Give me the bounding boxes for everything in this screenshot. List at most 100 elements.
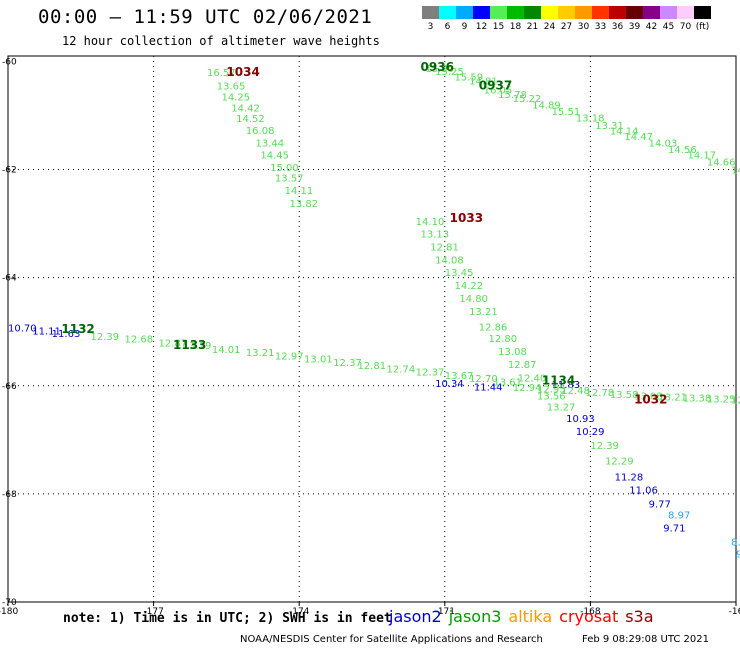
colorbar-label: 15	[492, 22, 505, 32]
swh-value: 13.01	[304, 355, 333, 366]
colorbar-swatch	[473, 6, 490, 19]
swh-value: 14.03	[649, 138, 678, 149]
swh-value: 10.93	[566, 414, 595, 425]
lat-tick-label: -70	[2, 598, 17, 608]
hour-label: 0936	[421, 60, 454, 74]
swh-value: 16.05	[484, 86, 513, 97]
map-title: 00:00 – 11:59 UTC 02/06/2021	[38, 6, 373, 28]
swh-value: 12.80	[488, 334, 517, 345]
colorbar-swatch	[643, 6, 660, 19]
colorbar-label: 39	[628, 22, 641, 32]
swh-value: 8.74	[731, 537, 740, 548]
colorbar-label: 21	[526, 22, 539, 32]
swh-value: 13.21	[469, 307, 498, 318]
swh-value: 12.94	[513, 383, 542, 394]
hour-label: 1134	[542, 373, 575, 387]
swh-value: 12.81	[430, 242, 459, 253]
swh-value: 15.22	[513, 94, 542, 105]
swh-value: 8.97	[668, 510, 690, 521]
lat-tick-label: -62	[2, 166, 17, 176]
swh-value: 14.11	[285, 186, 314, 197]
swh-value: 14.25	[222, 93, 251, 104]
swh-value: 12.86	[479, 322, 508, 333]
colorbar-label: 33	[594, 22, 607, 32]
colorbar-label: 3	[427, 22, 434, 32]
swh-value: 12.37	[333, 358, 362, 369]
swh-value: 14.14	[610, 127, 639, 138]
hour-label: 1033	[450, 211, 483, 225]
colorbar-swatch	[507, 6, 524, 19]
swh-value: 13.82	[289, 199, 318, 210]
lon-tick-label: -174	[289, 607, 310, 617]
swh-value: 13.08	[498, 347, 527, 358]
colorbar-swatch	[456, 6, 473, 19]
swh-value: 12.37	[416, 368, 445, 379]
colorbar-swatch	[677, 6, 694, 19]
colorbar-label: 6	[444, 22, 451, 32]
swh-value: 13.21	[246, 348, 275, 359]
lon-tick-label: -168	[580, 607, 601, 617]
swh-value: 14.80	[459, 294, 488, 305]
swh-value: 13.65	[217, 82, 246, 93]
swh-value: 11.28	[615, 473, 644, 484]
swh-value: 11.06	[629, 486, 658, 497]
colorbar-label: 45	[662, 22, 675, 32]
swh-value: 13.21	[658, 393, 687, 404]
swh-value: 12.30	[731, 395, 740, 406]
swh-value: 15.00	[270, 163, 299, 174]
swh-value: 13.38	[683, 394, 712, 405]
swh-value: 9	[736, 549, 740, 560]
swh-value: 12.48	[561, 386, 590, 397]
swh-value: 12.81	[357, 361, 386, 372]
swh-value: 14.47	[624, 132, 653, 143]
swh-value: 12.39	[91, 332, 120, 343]
colorbar-swatch	[524, 6, 541, 19]
map-frame	[7, 55, 737, 603]
swh-value: 13.13	[421, 229, 450, 240]
swh-value: 13.19	[183, 341, 212, 352]
swh-value: 14.56	[668, 145, 697, 156]
colorbar-label: 30	[577, 22, 590, 32]
colorbar-swatch	[422, 6, 439, 19]
colorbar-label: 70	[679, 22, 692, 32]
colorbar-label: 42	[645, 22, 658, 32]
colorbar-label: 27	[560, 22, 573, 32]
legend-cryosat: cryosat	[559, 607, 619, 626]
swh-value: 14.89	[532, 101, 561, 112]
map-subtitle: 12 hour collection of altimeter wave hei…	[62, 34, 380, 48]
colorbar-swatch	[592, 6, 609, 19]
swh-value: 13.58	[610, 390, 639, 401]
legend-jason3: jason3	[448, 607, 502, 626]
swh-value: 14.66	[707, 157, 736, 168]
swh-value: 11.83	[552, 380, 581, 391]
hour-label: 1133	[173, 338, 206, 352]
swh-value: 12.40	[518, 374, 547, 385]
swh-value: 15.25	[435, 67, 464, 78]
swh-points: 16.57 13.6514.2514.4214.5216.0813.4414.45…	[8, 64, 740, 560]
swh-value: 12.29	[605, 456, 634, 467]
colorbar-swatch	[575, 6, 592, 19]
lat-tick-label: -66	[2, 382, 17, 392]
colorbar-label: 24	[543, 22, 556, 32]
hour-labels: 1034 0936 0937 1033 1132 1133 1134 1032	[61, 60, 667, 406]
swh-value: 12.95	[537, 384, 566, 395]
swh-value: 12.39	[590, 441, 619, 452]
swh-value: 12.74	[387, 364, 416, 375]
hour-label: 0937	[479, 79, 512, 93]
swh-value: 14.08	[435, 255, 464, 266]
swh-value: 16.57	[207, 68, 236, 79]
lon-tick-label: -180	[0, 607, 18, 617]
colorbar-label: 18	[509, 22, 522, 32]
swh-value: 13.44	[256, 138, 285, 149]
colorbar-label: 36	[611, 22, 624, 32]
lon-tick-label: -16	[729, 607, 740, 617]
swh-value: 14.22	[455, 281, 484, 292]
swh-value: 10.29	[576, 427, 605, 438]
footer-credit: NOAA/NESDIS Center for Satellite Applica…	[240, 634, 543, 645]
swh-value: 13.08	[634, 391, 663, 402]
colorbar-swatch	[660, 6, 677, 19]
swh-value: 11.63	[52, 329, 81, 340]
swh-value: 15.51	[552, 107, 581, 118]
swh-value: 14.17	[687, 150, 716, 161]
colorbar-label: (ft)	[695, 22, 710, 32]
